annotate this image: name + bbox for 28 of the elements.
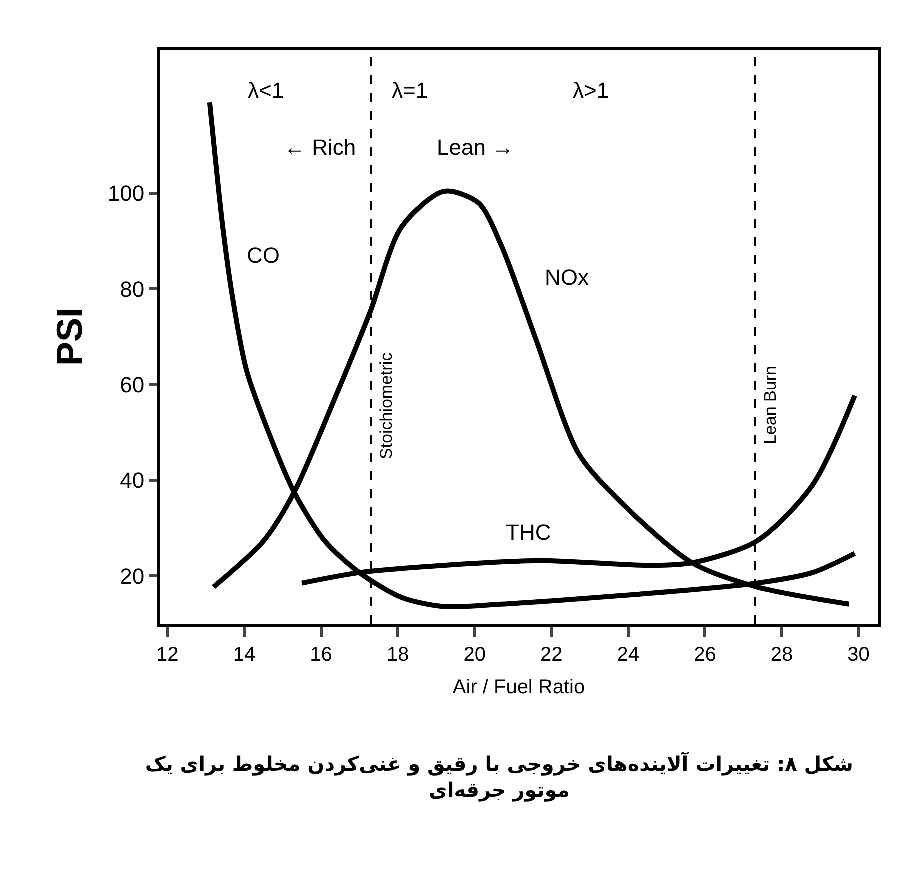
x-tick-label: 14 [233,644,256,666]
annotation: λ>1 [573,78,610,103]
x-tick-label: 26 [694,644,716,666]
x-axis-title: Air / Fuel Ratio [452,676,586,698]
y-tick-label: 40 [120,468,145,494]
ref-line-label: Lean Burn [760,366,780,445]
x-tick-label: 30 [848,644,870,666]
x-tick-label: 16 [310,644,332,666]
ref-line-label: Stoichiometric [376,352,396,460]
y-tick-label: 100 [108,181,145,206]
series-label: CO [247,243,280,268]
x-tick-label: 20 [464,644,486,666]
x-tick-label: 12 [156,644,179,666]
annotation: λ<1 [248,78,284,103]
y-tick-label: 60 [120,372,145,398]
x-tick-label: 22 [540,644,563,666]
y-tick-label: 20 [120,564,145,589]
series-label: NOx [545,265,589,290]
text: شکل ۸: تغییرات آلاینده‌های خروجی با رقیق و غنی‌کردن مخلوط برای یک موتور جرقه‌ای [145,750,854,802]
annotation: Lean → [437,135,514,160]
annotation: λ=1 [392,78,428,103]
x-tick-label: 28 [770,644,794,666]
y-axis-title: PSI [48,308,90,366]
x-tick-label: 18 [386,644,410,666]
x-tick-label: 24 [617,644,640,666]
series-label: THC [506,520,552,545]
y-tick-label: 80 [120,276,145,302]
annotation: ← Rich [284,135,356,160]
